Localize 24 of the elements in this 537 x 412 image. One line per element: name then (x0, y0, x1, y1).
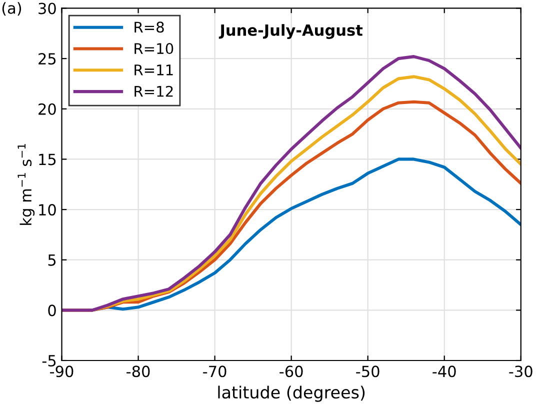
legend-label: R=8 (134, 22, 164, 33)
y-tick-label: 5 (48, 254, 56, 266)
legend-label: R=12 (134, 86, 173, 97)
x-tick-label: -30 (509, 366, 532, 378)
y-tick-label: 20 (38, 103, 56, 115)
line-series (90, 158, 521, 312)
x-tick-label: -50 (356, 366, 380, 378)
y-tick-label: 0 (48, 304, 56, 316)
x-tick-label: -40 (432, 366, 456, 378)
x-tick-label: -70 (203, 366, 226, 378)
y-tick-label: 25 (38, 53, 56, 65)
y-tick-label: 30 (38, 2, 56, 14)
x-tick-label: -60 (280, 366, 303, 378)
y-tick-label: 15 (39, 154, 56, 166)
x-axis-title: latitude (degrees) (218, 386, 365, 402)
y-tick-label: -5 (42, 355, 56, 367)
legend-label: R=11 (134, 64, 173, 76)
x-tick-label: -80 (126, 366, 150, 378)
y-axis-title: kg m$^{−1}$ s$^{−1}$ (18, 144, 35, 225)
text: June-July-August (218, 24, 363, 39)
x-tick-label: -90 (50, 366, 74, 378)
y-tick-label: 10 (39, 204, 56, 216)
legend-label: R=10 (134, 43, 174, 54)
text: (a) (2, 2, 22, 16)
